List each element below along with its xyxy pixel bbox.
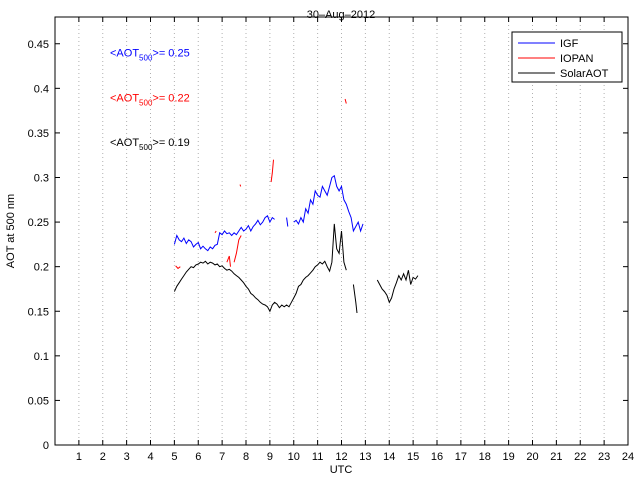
- y-tick-label: 0.15: [28, 306, 49, 318]
- y-tick-label: 0.4: [34, 83, 49, 95]
- series-line-segment: [173, 215, 275, 252]
- legend-label: SolarAOT: [560, 68, 609, 80]
- series-line-segment: [175, 265, 181, 270]
- x-tick-label: 20: [526, 451, 538, 463]
- y-tick-label: 0.05: [28, 395, 49, 407]
- mean-aot-annotations: <AOT500>= 0.25 <AOT500>= 0.22 <AOT500>= 0.…: [110, 48, 190, 152]
- x-axis-ticks: 1 2 3 4 5 6 7 8 9 10 11 12 13 14 15 16 17 18 19 20 21 22 23 24: [76, 17, 634, 463]
- x-tick-label: 15: [407, 451, 419, 463]
- mean-aot-annotation: <AOT500>= 0.25: [110, 48, 190, 63]
- x-tick-label: 23: [598, 451, 610, 463]
- series-line-segment: [286, 217, 289, 227]
- series-line-segment: [173, 223, 347, 313]
- chart-title: 30–Aug–2012: [307, 9, 376, 21]
- y-tick-label: 0.1: [34, 351, 49, 363]
- x-tick-label: 8: [243, 451, 249, 463]
- x-tick-label: 17: [455, 451, 467, 463]
- series-line-segment: [233, 235, 242, 263]
- series-line-segment: [293, 174, 364, 233]
- y-tick-label: 0: [43, 440, 49, 452]
- series-solaraot: [173, 223, 419, 314]
- x-tick-label: 18: [479, 451, 491, 463]
- x-tick-label: 5: [171, 451, 177, 463]
- x-tick-label: 16: [431, 451, 443, 463]
- x-tick-label: 3: [124, 451, 130, 463]
- y-tick-label: 0.45: [28, 39, 49, 51]
- x-tick-label: 13: [359, 451, 371, 463]
- mean-aot-annotation: <AOT500>= 0.19: [110, 137, 190, 152]
- x-tick-label: 22: [574, 451, 586, 463]
- series-line-segment: [352, 284, 358, 314]
- x-tick-label: 4: [147, 451, 153, 463]
- y-tick-label: 0.35: [28, 128, 49, 140]
- x-tick-label: 9: [267, 451, 273, 463]
- x-axis-label: UTC: [330, 464, 353, 476]
- series-iopan: [175, 98, 347, 270]
- legend: IGF IOPAN SolarAOT: [511, 31, 623, 83]
- series-line-segment: [376, 270, 419, 304]
- x-tick-label: 19: [503, 451, 515, 463]
- x-tick-label: 6: [195, 451, 201, 463]
- series-line-segment: [239, 184, 242, 187]
- series-igf: [173, 174, 364, 252]
- mean-aot-annotation: <AOT500>= 0.22: [110, 92, 190, 107]
- legend-label: IOPAN: [560, 53, 593, 65]
- x-tick-label: 2: [100, 451, 106, 463]
- series-line-segment: [270, 159, 274, 183]
- x-tick-label: 7: [219, 451, 225, 463]
- series-line-segment: [344, 98, 347, 104]
- x-tick-label: 10: [288, 451, 300, 463]
- x-tick-label: 12: [335, 451, 347, 463]
- series-line-segment: [226, 255, 231, 267]
- y-tick-label: 0.25: [28, 217, 49, 229]
- x-tick-label: 21: [550, 451, 562, 463]
- x-tick-label: 11: [312, 451, 323, 463]
- legend-label: IGF: [560, 38, 579, 50]
- series-layer: [173, 98, 419, 314]
- x-tick-label: 24: [622, 451, 634, 463]
- x-tick-label: 1: [76, 451, 82, 463]
- x-tick-label: 14: [383, 451, 395, 463]
- vertical-grid: [78, 17, 605, 445]
- legend-box: [511, 31, 623, 83]
- y-axis-ticks: 0 0.05 0.1 0.15 0.2 0.25 0.3 0.35 0.4 0.45: [28, 39, 628, 452]
- y-axis-label: AOT at 500 nm: [5, 194, 17, 268]
- series-line-segment: [214, 230, 217, 234]
- y-tick-label: 0.2: [34, 262, 49, 274]
- y-tick-label: 0.3: [34, 173, 49, 185]
